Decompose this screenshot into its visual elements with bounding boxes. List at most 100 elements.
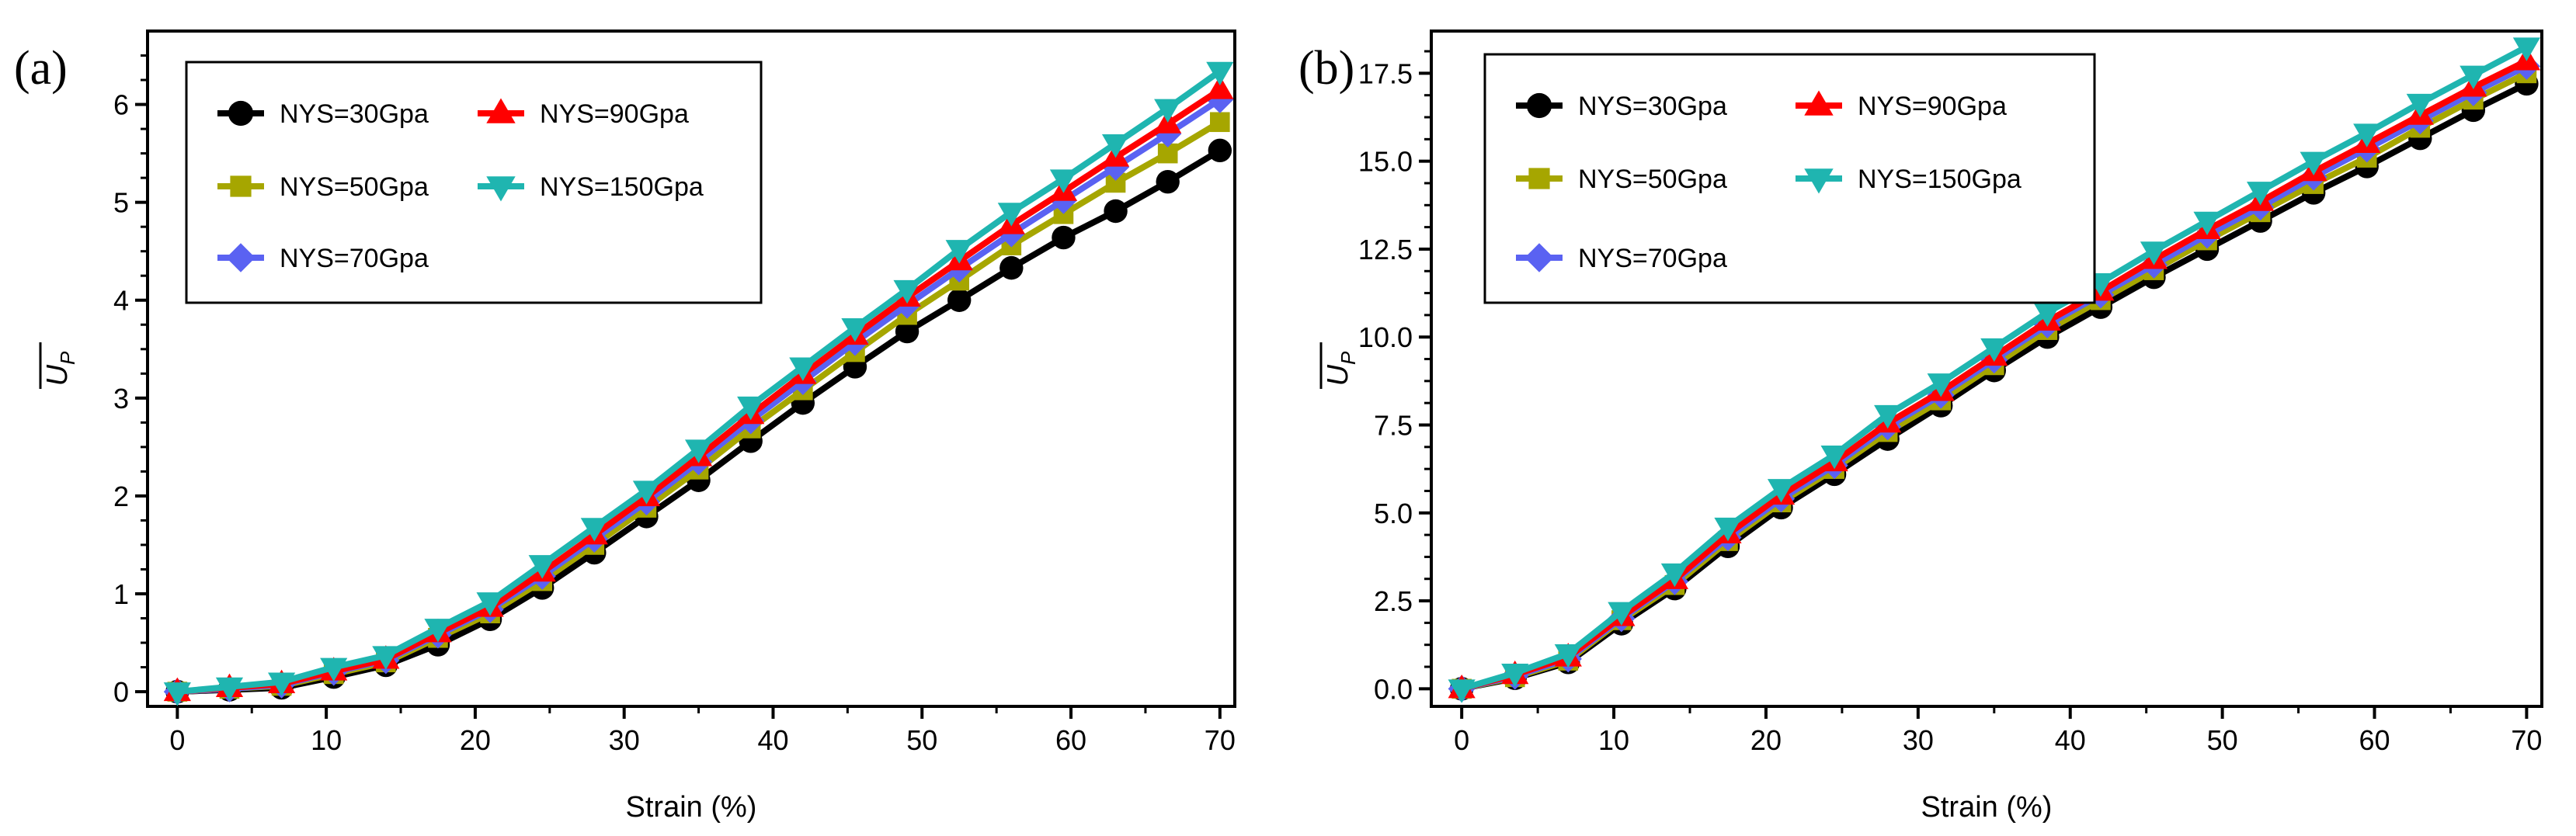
y-axis-title: UP xyxy=(1319,342,1360,389)
panel-label: (b) xyxy=(1298,42,1354,95)
x-axis: 0 10 20 30 40 50 60 70 xyxy=(1454,706,2542,756)
data-point xyxy=(424,619,452,643)
series-group xyxy=(1448,37,2541,703)
legend-entry: NYS=30Gpa xyxy=(1516,92,1727,121)
data-point xyxy=(1208,138,1232,163)
x-tick-label: 10 xyxy=(1598,724,1629,756)
legend-label: NYS=150Gpa xyxy=(540,172,704,202)
legend-entry: NYS=90Gpa xyxy=(478,98,689,129)
series-group xyxy=(163,61,1234,706)
data-point xyxy=(1874,404,1902,429)
x-tick-label: 20 xyxy=(460,724,491,756)
data-point xyxy=(1210,112,1230,133)
legend-entry: NYS=150Gpa xyxy=(478,172,704,202)
chart-panel-b: (b) 0 10 20 30 40 50 60 70 0.0 2.5 5.0 7.5 10.0 12.5 15… xyxy=(1298,29,2543,824)
x-tick-label: 30 xyxy=(609,724,640,756)
plot-frame xyxy=(1430,29,2543,708)
data-point xyxy=(1767,479,1796,503)
legend-entry: NYS=30Gpa xyxy=(217,99,429,129)
series-5 xyxy=(1448,37,2541,703)
y-tick-label: 4 xyxy=(113,285,129,317)
data-point xyxy=(1206,75,1234,99)
y-tick-label: 10.0 xyxy=(1358,321,1413,353)
legend-swatch-marker xyxy=(1804,90,1834,116)
legend-label: NYS=150Gpa xyxy=(1858,165,2022,194)
legend-label: NYS=90Gpa xyxy=(1858,92,2007,121)
y-tick-label: 1 xyxy=(113,578,129,610)
data-point xyxy=(632,480,661,505)
y-axis: 0.0 2.5 5.0 7.5 10.0 12.5 15.0 17.5 xyxy=(1358,50,1431,705)
legend-entry: NYS=70Gpa xyxy=(217,243,429,273)
legend-label: NYS=50Gpa xyxy=(1578,165,1727,194)
y-axis-title-text: UP xyxy=(41,351,79,386)
x-tick-label: 70 xyxy=(2511,724,2542,756)
data-point xyxy=(2033,303,2061,327)
data-point xyxy=(2247,182,2275,206)
y-tick-label: 0 xyxy=(113,676,129,708)
data-point xyxy=(945,240,973,264)
data-point xyxy=(1927,373,1955,397)
x-tick-label: 0 xyxy=(1454,724,1469,756)
data-point xyxy=(1154,99,1182,123)
x-tick-label: 10 xyxy=(311,724,342,756)
data-point xyxy=(1501,663,1529,688)
x-tick-label: 30 xyxy=(1903,724,1934,756)
data-point xyxy=(476,592,504,616)
x-axis-title: Strain (%) xyxy=(626,791,757,824)
data-point xyxy=(528,555,556,579)
legend-label: NYS=50Gpa xyxy=(280,172,429,202)
panel-label: (a) xyxy=(14,42,68,95)
x-tick-label: 40 xyxy=(2055,724,2086,756)
legend-swatch-marker xyxy=(1526,92,1552,119)
legend-swatch-marker xyxy=(486,176,516,202)
data-point xyxy=(2140,241,2168,265)
y-tick-label: 6 xyxy=(113,89,129,121)
data-point xyxy=(1049,169,1078,193)
data-point xyxy=(997,203,1025,227)
y-tick-label: 12.5 xyxy=(1358,234,1413,265)
x-tick-label: 70 xyxy=(1205,724,1236,756)
legend-swatch-marker xyxy=(1528,168,1550,189)
data-point xyxy=(320,657,348,682)
y-tick-label: 2.5 xyxy=(1374,585,1413,617)
data-point xyxy=(2460,65,2487,90)
data-point xyxy=(1980,338,2008,362)
data-point xyxy=(2406,93,2434,118)
data-point xyxy=(684,439,713,463)
y-axis-title-subscript: P xyxy=(1337,351,1360,365)
legend-box xyxy=(1483,53,2096,304)
legend-entry: NYS=50Gpa xyxy=(1516,165,1727,194)
data-point xyxy=(1104,199,1128,224)
y-tick-label: 5 xyxy=(113,187,129,219)
data-point xyxy=(947,288,972,312)
data-point xyxy=(999,255,1024,280)
y-axis-title-main: U xyxy=(41,364,74,386)
legend-label: NYS=70Gpa xyxy=(280,244,429,273)
legend-swatch-marker xyxy=(228,100,254,127)
x-tick-label: 60 xyxy=(1055,724,1086,756)
legend-swatch-marker xyxy=(1524,243,1554,272)
legend: NYS=30Gpa NYS=50Gpa NYS=70Gpa NYS=90Gpa NYS=… xyxy=(1483,53,2096,304)
y-tick-label: 7.5 xyxy=(1374,410,1413,442)
legend-label: NYS=30Gpa xyxy=(280,99,429,129)
data-point xyxy=(1448,679,1476,703)
plot-frame xyxy=(146,29,1236,708)
legend-entry: NYS=150Gpa xyxy=(1796,165,2022,194)
data-point xyxy=(789,357,817,381)
data-point xyxy=(268,672,296,696)
data-point xyxy=(372,646,400,670)
y-tick-label: 0.0 xyxy=(1374,673,1413,705)
x-tick-label: 20 xyxy=(1750,724,1782,756)
x-tick-label: 50 xyxy=(2207,724,2238,756)
legend-swatch-marker xyxy=(486,98,516,123)
data-point xyxy=(893,279,921,304)
legend-label: NYS=30Gpa xyxy=(1578,92,1727,121)
y-tick-label: 17.5 xyxy=(1358,57,1413,89)
legend-swatch-marker xyxy=(230,175,252,197)
y-axis-title-subscript: P xyxy=(56,351,79,365)
x-axis: 0 10 20 30 40 50 60 70 xyxy=(169,706,1236,756)
legend-swatch-marker xyxy=(1804,168,1834,194)
legend-label: NYS=70Gpa xyxy=(1578,244,1727,273)
